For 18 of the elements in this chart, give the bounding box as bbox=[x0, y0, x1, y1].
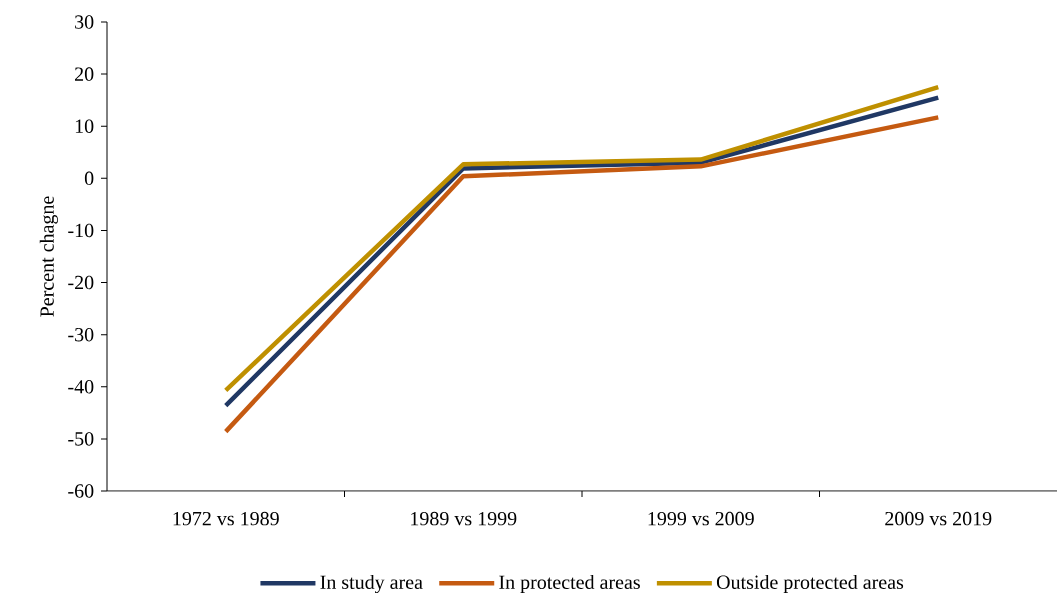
y-tick-label: 30 bbox=[75, 15, 94, 29]
y-tick-label: 0 bbox=[84, 171, 94, 186]
x-tick-label: 1999 vs 2009 bbox=[648, 511, 754, 526]
y-tick-label: -10 bbox=[68, 223, 94, 238]
x-tick-label: 2009 vs 2019 bbox=[885, 511, 992, 526]
y-tick-label: 20 bbox=[75, 67, 94, 81]
legend-label: Outside protected areas bbox=[716, 574, 904, 594]
y-tick-label: -20 bbox=[68, 275, 94, 290]
y-tick-label: -60 bbox=[68, 484, 94, 498]
y-axis-title: Percent chagne bbox=[39, 196, 58, 317]
legend-label: In protected areas bbox=[499, 574, 640, 594]
x-tick-label: 1989 vs 1999 bbox=[411, 511, 517, 526]
legend-label: In study area bbox=[320, 574, 423, 594]
x-tick-label: 1972 vs 1989 bbox=[173, 511, 279, 526]
y-tick-label: -40 bbox=[68, 380, 94, 394]
y-tick-label: -50 bbox=[68, 432, 94, 446]
y-tick-label: -30 bbox=[68, 327, 94, 342]
y-tick-label: 10 bbox=[75, 119, 94, 133]
